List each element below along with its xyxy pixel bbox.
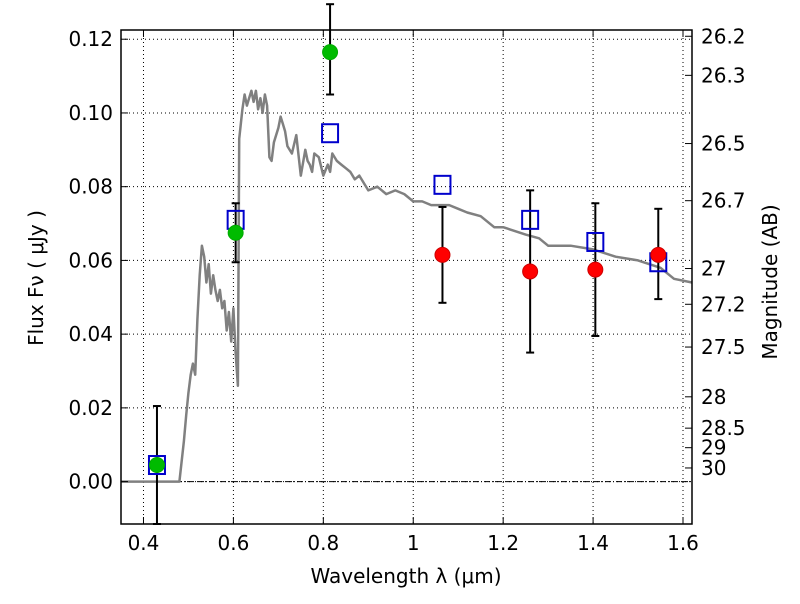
green-data-point <box>227 224 244 241</box>
model-square-marker <box>521 209 540 230</box>
y2-tick-label: 26.2 <box>701 24 746 48</box>
model-square-marker <box>321 123 340 144</box>
y-tick-label: 0.02 <box>68 396 113 420</box>
x-tick-label: 0.6 <box>217 531 249 555</box>
y2-tick-label: 27 <box>701 257 726 281</box>
y-tick-label: 0.04 <box>68 322 113 346</box>
green-data-point <box>322 44 339 61</box>
axis-ticks: 0.4 0.6 0.8 1 1.2 1.4 1.6 0.00 0.02 0.04 0.06 0.08 0… <box>68 24 745 555</box>
y2-tick-label: 30 <box>701 456 726 480</box>
y2-tick-label: 28 <box>701 385 726 409</box>
red-data-point <box>434 246 451 263</box>
y-tick-label: 0.10 <box>68 101 113 125</box>
y2-tick-label: 28.5 <box>701 416 746 440</box>
model-square-marker <box>433 174 452 195</box>
red-data-point <box>650 246 667 263</box>
model-spectrum-line <box>121 89 693 483</box>
x-tick-label: 0.8 <box>307 531 339 555</box>
y2-tick-label: 26.3 <box>701 63 746 87</box>
model-spectrum <box>121 89 693 483</box>
x-tick-label: 1.6 <box>667 531 699 555</box>
y-tick-label: 0.00 <box>68 470 113 494</box>
red-data-point <box>587 261 604 278</box>
plot-frame <box>120 29 693 525</box>
x-tick-label: 1 <box>407 531 420 555</box>
y-tick-label: 0.12 <box>68 27 113 51</box>
data-points <box>147 44 668 476</box>
red-data-point <box>522 263 539 280</box>
model-square-marker <box>586 231 605 252</box>
x-tick-label: 1.2 <box>487 531 519 555</box>
y2-tick-label: 29 <box>701 436 726 460</box>
y2-tick-label: 26.5 <box>701 132 746 156</box>
y-tick-label: 0.08 <box>68 175 113 199</box>
x-axis-label: Wavelength λ (μm) <box>310 564 501 588</box>
y-axis-label: Flux Fν ( μJy ) <box>24 210 48 346</box>
error-bars <box>152 3 663 525</box>
y2-tick-label: 27.2 <box>701 292 746 316</box>
plot-border <box>120 29 693 525</box>
x-tick-label: 0.4 <box>128 531 160 555</box>
y2-axis-label: Magnitude (AB) <box>758 204 782 359</box>
y2-tick-label: 26.7 <box>701 189 746 213</box>
y2-tick-label: 27.5 <box>701 335 746 359</box>
x-tick-label: 1.4 <box>577 531 609 555</box>
green-data-point <box>148 457 165 474</box>
y-tick-label: 0.06 <box>68 248 113 272</box>
